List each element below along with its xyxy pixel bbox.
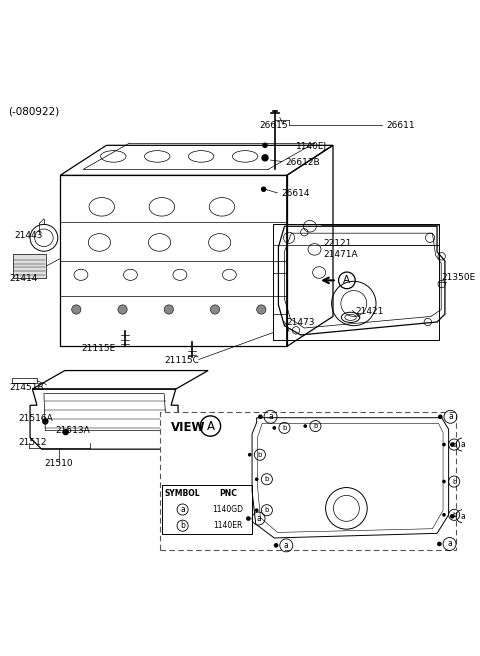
Text: b: b bbox=[282, 425, 287, 431]
Text: 1140EJ: 1140EJ bbox=[296, 142, 327, 151]
Text: 21414: 21414 bbox=[9, 274, 37, 283]
Bar bbox=[12, 378, 37, 384]
Text: 21473: 21473 bbox=[287, 318, 315, 327]
Circle shape bbox=[274, 543, 278, 548]
Bar bbox=[60, 175, 287, 346]
Circle shape bbox=[72, 305, 81, 314]
Text: 26611: 26611 bbox=[386, 121, 415, 130]
Text: SYMBOL: SYMBOL bbox=[165, 489, 201, 498]
Bar bbox=[159, 412, 456, 550]
Text: b: b bbox=[264, 507, 269, 513]
Bar bbox=[13, 254, 46, 278]
Text: A: A bbox=[343, 276, 350, 285]
Text: A: A bbox=[206, 420, 215, 432]
Circle shape bbox=[210, 305, 220, 314]
Circle shape bbox=[437, 542, 442, 546]
Circle shape bbox=[261, 154, 269, 161]
Text: 21451B: 21451B bbox=[9, 382, 44, 392]
Circle shape bbox=[255, 478, 259, 481]
Circle shape bbox=[450, 442, 455, 447]
Circle shape bbox=[248, 453, 252, 457]
Bar bbox=[273, 224, 439, 340]
Circle shape bbox=[273, 426, 276, 430]
Text: 21115C: 21115C bbox=[164, 356, 199, 365]
Text: b: b bbox=[452, 441, 456, 447]
Circle shape bbox=[261, 186, 266, 192]
Circle shape bbox=[257, 305, 266, 314]
Text: 26614: 26614 bbox=[281, 190, 310, 198]
Text: 1140GD: 1140GD bbox=[212, 505, 243, 514]
Text: b: b bbox=[313, 423, 318, 429]
Text: a: a bbox=[268, 413, 273, 421]
Text: 26615: 26615 bbox=[259, 121, 288, 130]
Circle shape bbox=[262, 142, 268, 148]
Text: a: a bbox=[447, 539, 452, 548]
Circle shape bbox=[442, 443, 446, 446]
Circle shape bbox=[450, 514, 455, 518]
Circle shape bbox=[62, 429, 69, 436]
Text: PNC: PNC bbox=[219, 489, 237, 498]
Circle shape bbox=[255, 508, 259, 512]
Circle shape bbox=[118, 305, 127, 314]
Text: a: a bbox=[256, 514, 261, 523]
Text: b: b bbox=[264, 476, 269, 482]
Circle shape bbox=[442, 480, 446, 483]
Text: 21471A: 21471A bbox=[324, 249, 359, 258]
Text: 22121: 22121 bbox=[324, 239, 352, 249]
Text: a: a bbox=[180, 505, 185, 514]
Text: VIEW: VIEW bbox=[171, 421, 205, 434]
Text: 26612B: 26612B bbox=[286, 158, 321, 167]
Text: 21350E: 21350E bbox=[442, 273, 476, 281]
Text: 21516A: 21516A bbox=[19, 414, 53, 422]
Circle shape bbox=[164, 305, 173, 314]
Text: 21115E: 21115E bbox=[81, 344, 115, 354]
Text: a: a bbox=[284, 541, 288, 550]
Text: a: a bbox=[460, 512, 465, 521]
Text: b: b bbox=[452, 478, 456, 485]
Circle shape bbox=[258, 415, 263, 419]
Text: 21512: 21512 bbox=[19, 438, 47, 447]
Bar bbox=[162, 485, 252, 534]
Text: 21421: 21421 bbox=[355, 307, 384, 316]
Text: a: a bbox=[460, 440, 465, 449]
Circle shape bbox=[442, 513, 446, 517]
Circle shape bbox=[303, 424, 307, 428]
Text: b: b bbox=[452, 512, 456, 518]
Circle shape bbox=[42, 418, 48, 424]
Circle shape bbox=[246, 516, 251, 521]
Text: 21513A: 21513A bbox=[56, 426, 90, 435]
Text: 1140ER: 1140ER bbox=[213, 522, 242, 530]
Text: b: b bbox=[180, 522, 185, 530]
Text: 21510: 21510 bbox=[44, 459, 72, 468]
Circle shape bbox=[438, 415, 443, 419]
Text: 21443: 21443 bbox=[14, 231, 42, 240]
Text: b: b bbox=[258, 452, 262, 458]
Text: (-080922): (-080922) bbox=[8, 107, 60, 117]
Text: a: a bbox=[448, 413, 453, 421]
